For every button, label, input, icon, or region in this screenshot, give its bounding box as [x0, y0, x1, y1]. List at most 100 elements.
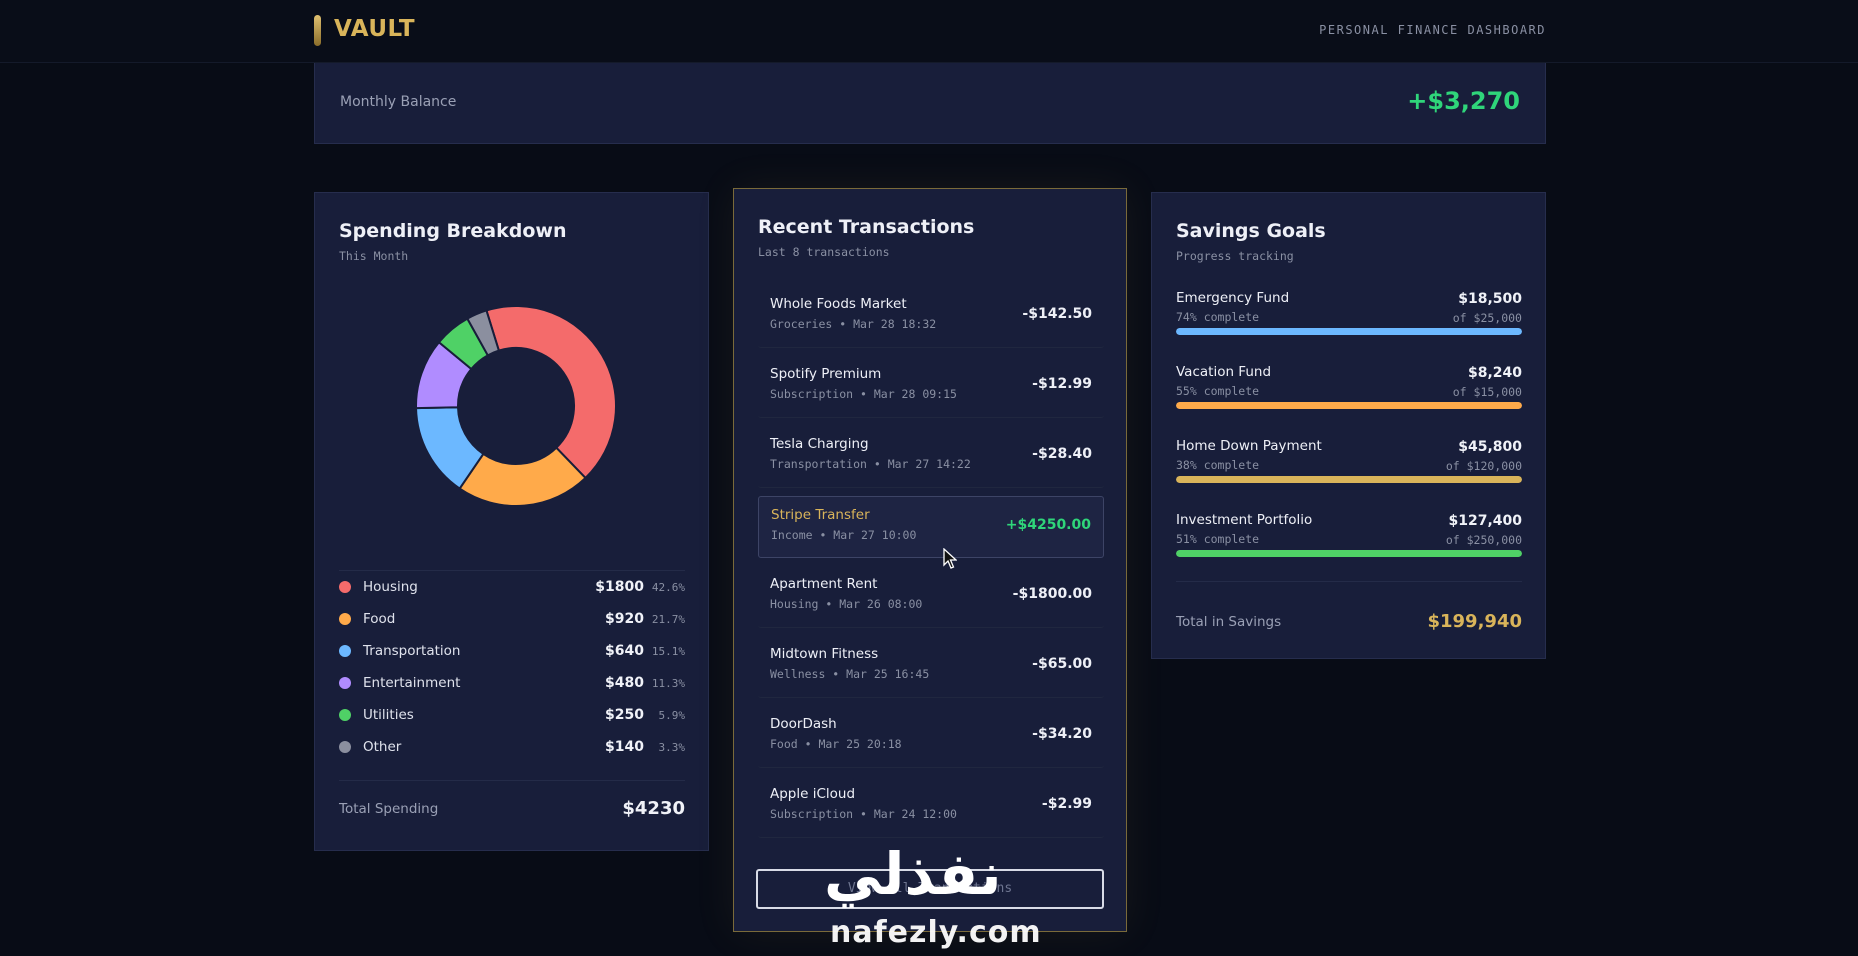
legend-amount: $920	[605, 611, 644, 627]
goal-progress-text: 38% complete	[1176, 458, 1260, 472]
transaction-amount: -$2.99	[1041, 796, 1092, 812]
transaction-row[interactable]: Spotify Premium Subscription • Mar 28 09:…	[758, 356, 1104, 418]
balance-value: +$3,270	[1407, 87, 1520, 115]
goal-target: of $25,000	[1452, 311, 1522, 325]
total-savings-value: $199,940	[1427, 611, 1522, 632]
legend-color-dot	[339, 613, 351, 625]
goal-name: Emergency Fund	[1176, 290, 1290, 306]
goal-progress-fill	[1176, 550, 1522, 557]
legend-percent: 42.6%	[651, 580, 685, 594]
goal-amount: $45,800	[1458, 439, 1522, 455]
transaction-meta: Income • Mar 27 10:00	[771, 528, 917, 542]
legend-color-dot	[339, 645, 351, 657]
recent-transactions-card: Recent Transactions Last 8 transactions …	[733, 188, 1127, 932]
total-spending-label: Total Spending	[339, 800, 439, 817]
legend-percent: 21.7%	[651, 612, 685, 626]
goal-progress-text: 74% complete	[1176, 310, 1260, 324]
transaction-row[interactable]: Whole Foods Market Groceries • Mar 28 18:…	[758, 286, 1104, 348]
goal-name: Home Down Payment	[1176, 438, 1322, 454]
total-savings-row: Total in Savings $199,940	[1176, 611, 1522, 632]
legend-category: Utilities	[363, 707, 414, 723]
legend-category: Food	[363, 611, 396, 627]
legend-category: Other	[363, 739, 402, 755]
legend-amount: $140	[605, 739, 644, 755]
legend-amount: $250	[605, 707, 644, 723]
transactions-subtitle: Last 8 transactions	[758, 245, 890, 259]
legend-item-food: Food $920 21.7%	[339, 603, 685, 635]
transaction-meta: Transportation • Mar 27 14:22	[770, 457, 971, 471]
savings-goal[interactable]: Home Down Payment 38% complete $45,800 of $…	[1176, 438, 1522, 512]
monthly-balance-card: Monthly Balance +$3,270	[314, 63, 1546, 144]
total-divider	[339, 780, 685, 781]
transaction-row[interactable]: Apartment Rent Housing • Mar 26 08:00 -$18…	[758, 566, 1104, 628]
goal-progress-bar	[1176, 550, 1522, 557]
goal-progress-bar	[1176, 328, 1522, 335]
spending-donut-chart	[415, 305, 617, 507]
legend-amount: $480	[605, 675, 644, 691]
goal-target: of $250,000	[1445, 533, 1522, 547]
transaction-meta: Subscription • Mar 24 12:00	[770, 807, 957, 821]
logo-mark	[314, 15, 321, 46]
transaction-name: Midtown Fitness	[770, 646, 879, 662]
transaction-amount: +$4250.00	[1005, 517, 1091, 533]
goal-progress-text: 51% complete	[1176, 532, 1260, 546]
app-subtitle: PERSONAL FINANCE DASHBOARD	[1319, 23, 1546, 37]
top-bar: VAULT PERSONAL FINANCE DASHBOARD	[0, 0, 1858, 63]
goal-amount: $127,400	[1448, 513, 1522, 529]
transaction-meta: Food • Mar 25 20:18	[770, 737, 902, 751]
transaction-row[interactable]: DoorDash Food • Mar 25 20:18 -$34.20	[758, 706, 1104, 768]
watermark-arabic: نفذلي	[824, 840, 1002, 908]
transaction-name: Apple iCloud	[770, 786, 856, 802]
transaction-meta: Wellness • Mar 25 16:45	[770, 667, 930, 681]
legend-item-entertainment: Entertainment $480 11.3%	[339, 667, 685, 699]
goal-name: Vacation Fund	[1176, 364, 1272, 380]
goal-name: Investment Portfolio	[1176, 512, 1313, 528]
donut-slice-housing[interactable]	[485, 305, 617, 480]
legend-category: Housing	[363, 579, 418, 595]
transaction-name: Apartment Rent	[770, 576, 878, 592]
savings-divider	[1176, 581, 1522, 582]
legend-item-utilities: Utilities $250 5.9%	[339, 699, 685, 731]
transaction-row[interactable]: Apple iCloud Subscription • Mar 24 12:00 -…	[758, 776, 1104, 838]
transaction-row[interactable]: Stripe Transfer Income • Mar 27 10:00 +$42…	[758, 496, 1104, 558]
legend-color-dot	[339, 581, 351, 593]
goal-amount: $8,240	[1467, 365, 1522, 381]
transaction-row[interactable]: Tesla Charging Transportation • Mar 27 14…	[758, 426, 1104, 488]
transaction-row[interactable]: Midtown Fitness Wellness • Mar 25 16:45 -$…	[758, 636, 1104, 698]
savings-goal[interactable]: Emergency Fund 74% complete $18,500 of $25,…	[1176, 290, 1522, 364]
total-spending-row: Total Spending $4230	[339, 798, 685, 819]
transaction-amount: -$28.40	[1032, 446, 1092, 462]
transaction-meta: Subscription • Mar 28 09:15	[770, 387, 957, 401]
legend-color-dot	[339, 741, 351, 753]
watermark-url: nafezly.com	[830, 915, 1042, 950]
legend-percent: 11.3%	[651, 676, 685, 690]
transaction-meta: Housing • Mar 26 08:00	[770, 597, 923, 611]
transaction-amount: -$65.00	[1032, 656, 1092, 672]
savings-goal[interactable]: Vacation Fund 55% complete $8,240 of $15,00…	[1176, 364, 1522, 438]
legend-amount: $640	[605, 643, 644, 659]
app-logo[interactable]: VAULT	[334, 16, 416, 42]
legend-amount: $1800	[595, 579, 644, 595]
goal-progress-fill	[1176, 402, 1522, 409]
transaction-name: Whole Foods Market	[770, 296, 907, 312]
goal-progress-bar	[1176, 476, 1522, 483]
legend-color-dot	[339, 709, 351, 721]
goal-amount: $18,500	[1458, 291, 1522, 307]
donut-slice-other[interactable]	[466, 309, 501, 357]
legend-percent: 3.3%	[658, 740, 686, 754]
legend-category: Entertainment	[363, 675, 461, 691]
goal-progress-fill	[1176, 328, 1522, 335]
mouse-cursor-icon	[943, 548, 957, 569]
legend-percent: 5.9%	[658, 708, 686, 722]
spending-title: Spending Breakdown	[339, 220, 567, 242]
savings-goal[interactable]: Investment Portfolio 51% complete $127,400…	[1176, 512, 1522, 586]
transaction-amount: -$34.20	[1032, 726, 1092, 742]
spending-subtitle: This Month	[339, 249, 409, 263]
total-spending-value: $4230	[622, 798, 685, 819]
goal-target: of $15,000	[1452, 385, 1522, 399]
transaction-amount: -$1800.00	[1012, 586, 1092, 602]
total-savings-label: Total in Savings	[1176, 613, 1282, 630]
legend-item-other: Other $140 3.3%	[339, 731, 685, 763]
view-all-transactions-button[interactable]: View All Transactions	[756, 869, 1104, 909]
savings-title: Savings Goals	[1176, 220, 1326, 242]
